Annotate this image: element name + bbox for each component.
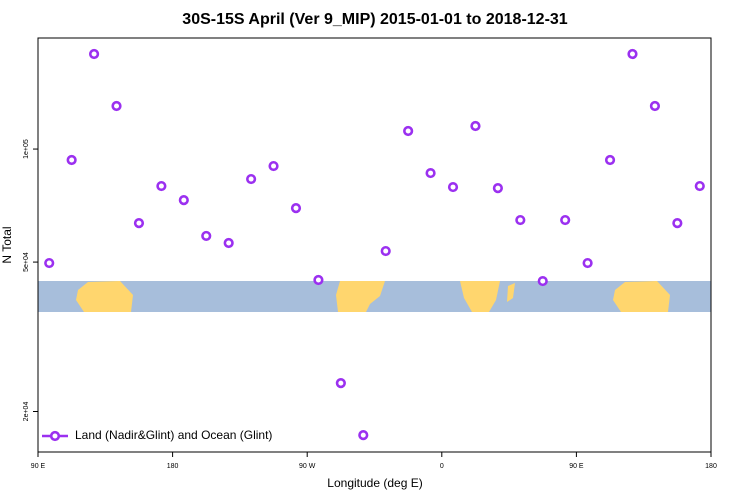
point xyxy=(268,160,279,172)
point xyxy=(111,100,122,112)
point xyxy=(66,154,77,166)
point xyxy=(515,214,526,226)
continent xyxy=(76,281,133,312)
x-tick-label: 90 W xyxy=(299,463,316,470)
x-tick-label: 180 xyxy=(167,463,179,470)
chart-title: 30S-15S April (Ver 9_MIP) 2015-01-01 to … xyxy=(182,11,567,28)
point xyxy=(380,245,391,257)
point xyxy=(178,195,189,206)
point xyxy=(492,183,503,194)
point xyxy=(335,378,346,389)
point xyxy=(694,180,705,192)
point xyxy=(447,181,459,193)
point xyxy=(425,167,436,179)
point xyxy=(201,230,212,242)
point xyxy=(470,120,481,132)
legend-marker xyxy=(49,430,61,442)
continent xyxy=(336,281,385,312)
point xyxy=(358,430,369,441)
y-tick-label: 2e+04 xyxy=(23,402,30,422)
point xyxy=(649,100,661,112)
y-tick-label: 1e+05 xyxy=(23,139,30,159)
point xyxy=(560,214,571,226)
point xyxy=(133,218,145,229)
plot-frame xyxy=(37,37,712,453)
point xyxy=(627,48,638,60)
x-tick-label: 90 E xyxy=(569,463,584,470)
point xyxy=(223,237,234,249)
point xyxy=(44,257,55,269)
point xyxy=(88,48,100,60)
point xyxy=(246,173,257,185)
x-tick-label: 0 xyxy=(440,463,444,470)
y-axis-label: N Total xyxy=(0,226,14,263)
x-tick-label: 90 E xyxy=(31,463,46,470)
continent xyxy=(460,281,500,312)
y-tick-label: 5e+04 xyxy=(23,252,30,272)
x-tick-label: 180 xyxy=(705,463,717,470)
x-axis-label: Longitude (deg E) xyxy=(327,476,422,490)
point xyxy=(313,274,324,286)
island xyxy=(507,283,515,302)
point xyxy=(290,203,302,214)
point xyxy=(672,218,683,229)
point xyxy=(604,154,616,166)
continent xyxy=(613,281,670,312)
point xyxy=(403,125,414,137)
point xyxy=(156,180,167,192)
legend-label: Land (Nadir&Glint) and Ocean (Glint) xyxy=(75,428,272,442)
point xyxy=(582,257,593,269)
map-band xyxy=(38,281,711,312)
point xyxy=(537,275,548,287)
